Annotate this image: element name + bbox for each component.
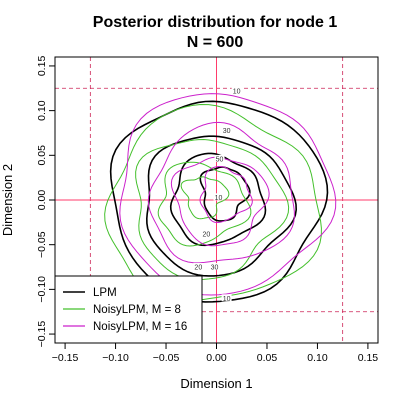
x-tick-label-1: −0.10 xyxy=(102,352,129,364)
legend: LPM NoisyLPM, M = 8 NoisyLPM, M = 16 xyxy=(54,275,203,344)
contour-label-bg-7 xyxy=(221,294,232,302)
contour-label-bg-1 xyxy=(221,126,232,134)
contour-label-4: 20 xyxy=(203,231,211,238)
contour-label-bg-4 xyxy=(201,229,212,237)
y-tick-label-3: 0.00 xyxy=(36,190,48,211)
chart-title: Posterior distribution for node 1 xyxy=(93,14,338,31)
contour-label-3: 10 xyxy=(215,195,223,202)
contour-0-2 xyxy=(169,152,267,247)
contour-label-6: 20 xyxy=(194,265,202,272)
y-tick-label-4: 0.05 xyxy=(36,145,48,166)
contour-series xyxy=(104,93,337,303)
contour-label-0: 10 xyxy=(233,88,241,95)
contour-1-3 xyxy=(180,176,230,220)
legend-label-0: LPM xyxy=(93,287,117,299)
y-tick-label-5: 0.10 xyxy=(36,100,48,121)
y-axis: −0.15 −0.10 −0.05 0.00 0.05 0.10 0.15 xyxy=(36,56,55,348)
contour-label-bg-0 xyxy=(231,86,242,94)
contour-label-5: 30 xyxy=(211,265,219,272)
contour-2-1 xyxy=(147,121,295,264)
x-tick-label-3: 0.00 xyxy=(206,352,227,364)
x-tick-label-0: −0.15 xyxy=(52,352,79,364)
contour-1-2 xyxy=(157,161,252,247)
x-tick-label-4: 0.05 xyxy=(257,352,278,364)
contour-labels: 10 30 50 10 20 30 20 10 xyxy=(193,86,242,303)
y-tick-label-0: −0.15 xyxy=(36,321,48,348)
x-axis: −0.15 −0.10 −0.05 0.00 0.05 0.10 0.15 xyxy=(52,342,379,364)
x-tick-label-2: −0.05 xyxy=(153,352,180,364)
contour-1-1 xyxy=(135,139,290,280)
contour-0-3 xyxy=(199,166,251,222)
y-tick-label-6: 0.15 xyxy=(36,56,48,77)
x-tick-label-5: 0.10 xyxy=(307,352,328,364)
contour-label-bg-5 xyxy=(209,263,220,271)
contour-label-7: 10 xyxy=(223,296,231,303)
y-tick-label-1: −0.10 xyxy=(36,276,48,303)
contour-label-bg-6 xyxy=(193,263,204,271)
y-tick-label-2: −0.05 xyxy=(36,231,48,258)
contour-0-0 xyxy=(109,100,329,303)
contour-2-0 xyxy=(119,93,337,296)
y-axis-label: Dimension 2 xyxy=(0,164,15,236)
contour-2-2 xyxy=(170,156,270,247)
x-axis-label: Dimension 1 xyxy=(180,376,252,391)
contour-label-1: 30 xyxy=(223,128,231,135)
legend-label-1: NoisyLPM, M = 8 xyxy=(93,304,181,316)
contour-label-bg-3 xyxy=(213,193,224,201)
x-tick-label-6: 0.15 xyxy=(358,352,379,364)
contour-2-3 xyxy=(199,165,253,224)
legend-label-2: NoisyLPM, M = 16 xyxy=(93,321,187,333)
plot-area: 10 30 50 10 20 30 20 10 xyxy=(55,57,378,343)
contour-1-0 xyxy=(104,104,322,303)
contour-label-2: 50 xyxy=(216,156,224,163)
chart-subtitle: N = 600 xyxy=(187,34,244,51)
contour-label-bg-2 xyxy=(214,154,225,162)
